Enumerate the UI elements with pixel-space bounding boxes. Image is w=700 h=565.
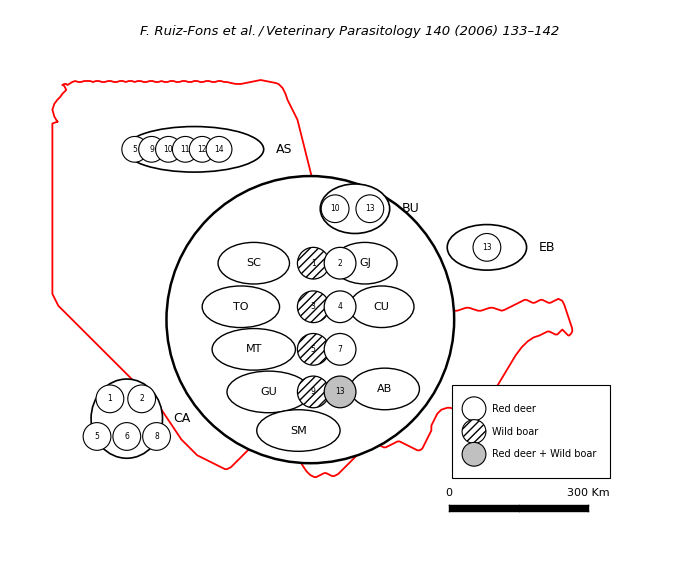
Circle shape bbox=[122, 137, 148, 162]
Circle shape bbox=[298, 247, 329, 279]
Text: 11: 11 bbox=[181, 145, 190, 154]
Text: 9: 9 bbox=[149, 145, 154, 154]
Circle shape bbox=[324, 333, 356, 365]
Text: 0: 0 bbox=[446, 488, 453, 498]
Text: 10: 10 bbox=[330, 204, 340, 213]
Text: 12: 12 bbox=[197, 145, 207, 154]
Text: Wild boar: Wild boar bbox=[492, 427, 538, 437]
Circle shape bbox=[298, 333, 329, 365]
Circle shape bbox=[139, 137, 164, 162]
Text: 1: 1 bbox=[108, 394, 112, 403]
Text: Red deer: Red deer bbox=[492, 404, 536, 414]
Circle shape bbox=[128, 385, 155, 412]
Text: 7: 7 bbox=[337, 345, 342, 354]
Text: GU: GU bbox=[260, 387, 277, 397]
Text: SM: SM bbox=[290, 425, 307, 436]
Circle shape bbox=[143, 423, 170, 450]
Text: SC: SC bbox=[246, 258, 261, 268]
Text: CA: CA bbox=[174, 412, 190, 425]
FancyBboxPatch shape bbox=[452, 385, 610, 478]
Circle shape bbox=[172, 137, 198, 162]
Text: 13: 13 bbox=[365, 204, 374, 213]
Text: 1: 1 bbox=[311, 259, 316, 268]
Ellipse shape bbox=[125, 127, 264, 172]
Ellipse shape bbox=[91, 379, 162, 458]
Text: 9: 9 bbox=[311, 388, 316, 397]
Text: AB: AB bbox=[377, 384, 392, 394]
Text: 5: 5 bbox=[94, 432, 99, 441]
Ellipse shape bbox=[332, 242, 397, 284]
Circle shape bbox=[324, 291, 356, 323]
Circle shape bbox=[167, 176, 454, 463]
Ellipse shape bbox=[350, 368, 419, 410]
Ellipse shape bbox=[202, 286, 279, 328]
Circle shape bbox=[324, 376, 356, 408]
Circle shape bbox=[462, 397, 486, 420]
Text: 5: 5 bbox=[311, 345, 316, 354]
Circle shape bbox=[113, 423, 141, 450]
Ellipse shape bbox=[349, 286, 414, 328]
Text: AS: AS bbox=[276, 143, 292, 156]
Circle shape bbox=[298, 376, 329, 408]
Text: 6: 6 bbox=[125, 432, 130, 441]
Ellipse shape bbox=[447, 224, 526, 270]
Text: BU: BU bbox=[402, 202, 419, 215]
Circle shape bbox=[321, 195, 349, 223]
Circle shape bbox=[298, 291, 329, 323]
Text: 8: 8 bbox=[154, 432, 159, 441]
Circle shape bbox=[96, 385, 124, 412]
Ellipse shape bbox=[320, 184, 390, 233]
Circle shape bbox=[155, 137, 181, 162]
Circle shape bbox=[473, 233, 500, 261]
Ellipse shape bbox=[218, 242, 290, 284]
Text: GJ: GJ bbox=[359, 258, 371, 268]
Text: 13: 13 bbox=[335, 388, 345, 397]
Text: CU: CU bbox=[374, 302, 390, 312]
Circle shape bbox=[356, 195, 384, 223]
Circle shape bbox=[189, 137, 215, 162]
Text: 13: 13 bbox=[482, 243, 491, 252]
Text: EB: EB bbox=[538, 241, 555, 254]
Text: Red deer + Wild boar: Red deer + Wild boar bbox=[492, 449, 596, 459]
Circle shape bbox=[462, 420, 486, 444]
Text: F. Ruiz-Fons et al. / Veterinary Parasitology 140 (2006) 133–142: F. Ruiz-Fons et al. / Veterinary Parasit… bbox=[141, 24, 559, 37]
Text: 2: 2 bbox=[139, 394, 144, 403]
Circle shape bbox=[462, 442, 486, 466]
Text: TO: TO bbox=[233, 302, 248, 312]
Text: 10: 10 bbox=[164, 145, 174, 154]
Text: 300 Km: 300 Km bbox=[567, 488, 610, 498]
Text: 2: 2 bbox=[337, 259, 342, 268]
Ellipse shape bbox=[212, 328, 295, 370]
Ellipse shape bbox=[227, 371, 310, 412]
Circle shape bbox=[206, 137, 232, 162]
Text: MT: MT bbox=[246, 344, 262, 354]
Circle shape bbox=[324, 247, 356, 279]
Text: 4: 4 bbox=[337, 302, 342, 311]
Ellipse shape bbox=[257, 410, 340, 451]
Text: 3: 3 bbox=[311, 302, 316, 311]
Text: 5: 5 bbox=[132, 145, 137, 154]
Circle shape bbox=[83, 423, 111, 450]
Text: 14: 14 bbox=[214, 145, 224, 154]
